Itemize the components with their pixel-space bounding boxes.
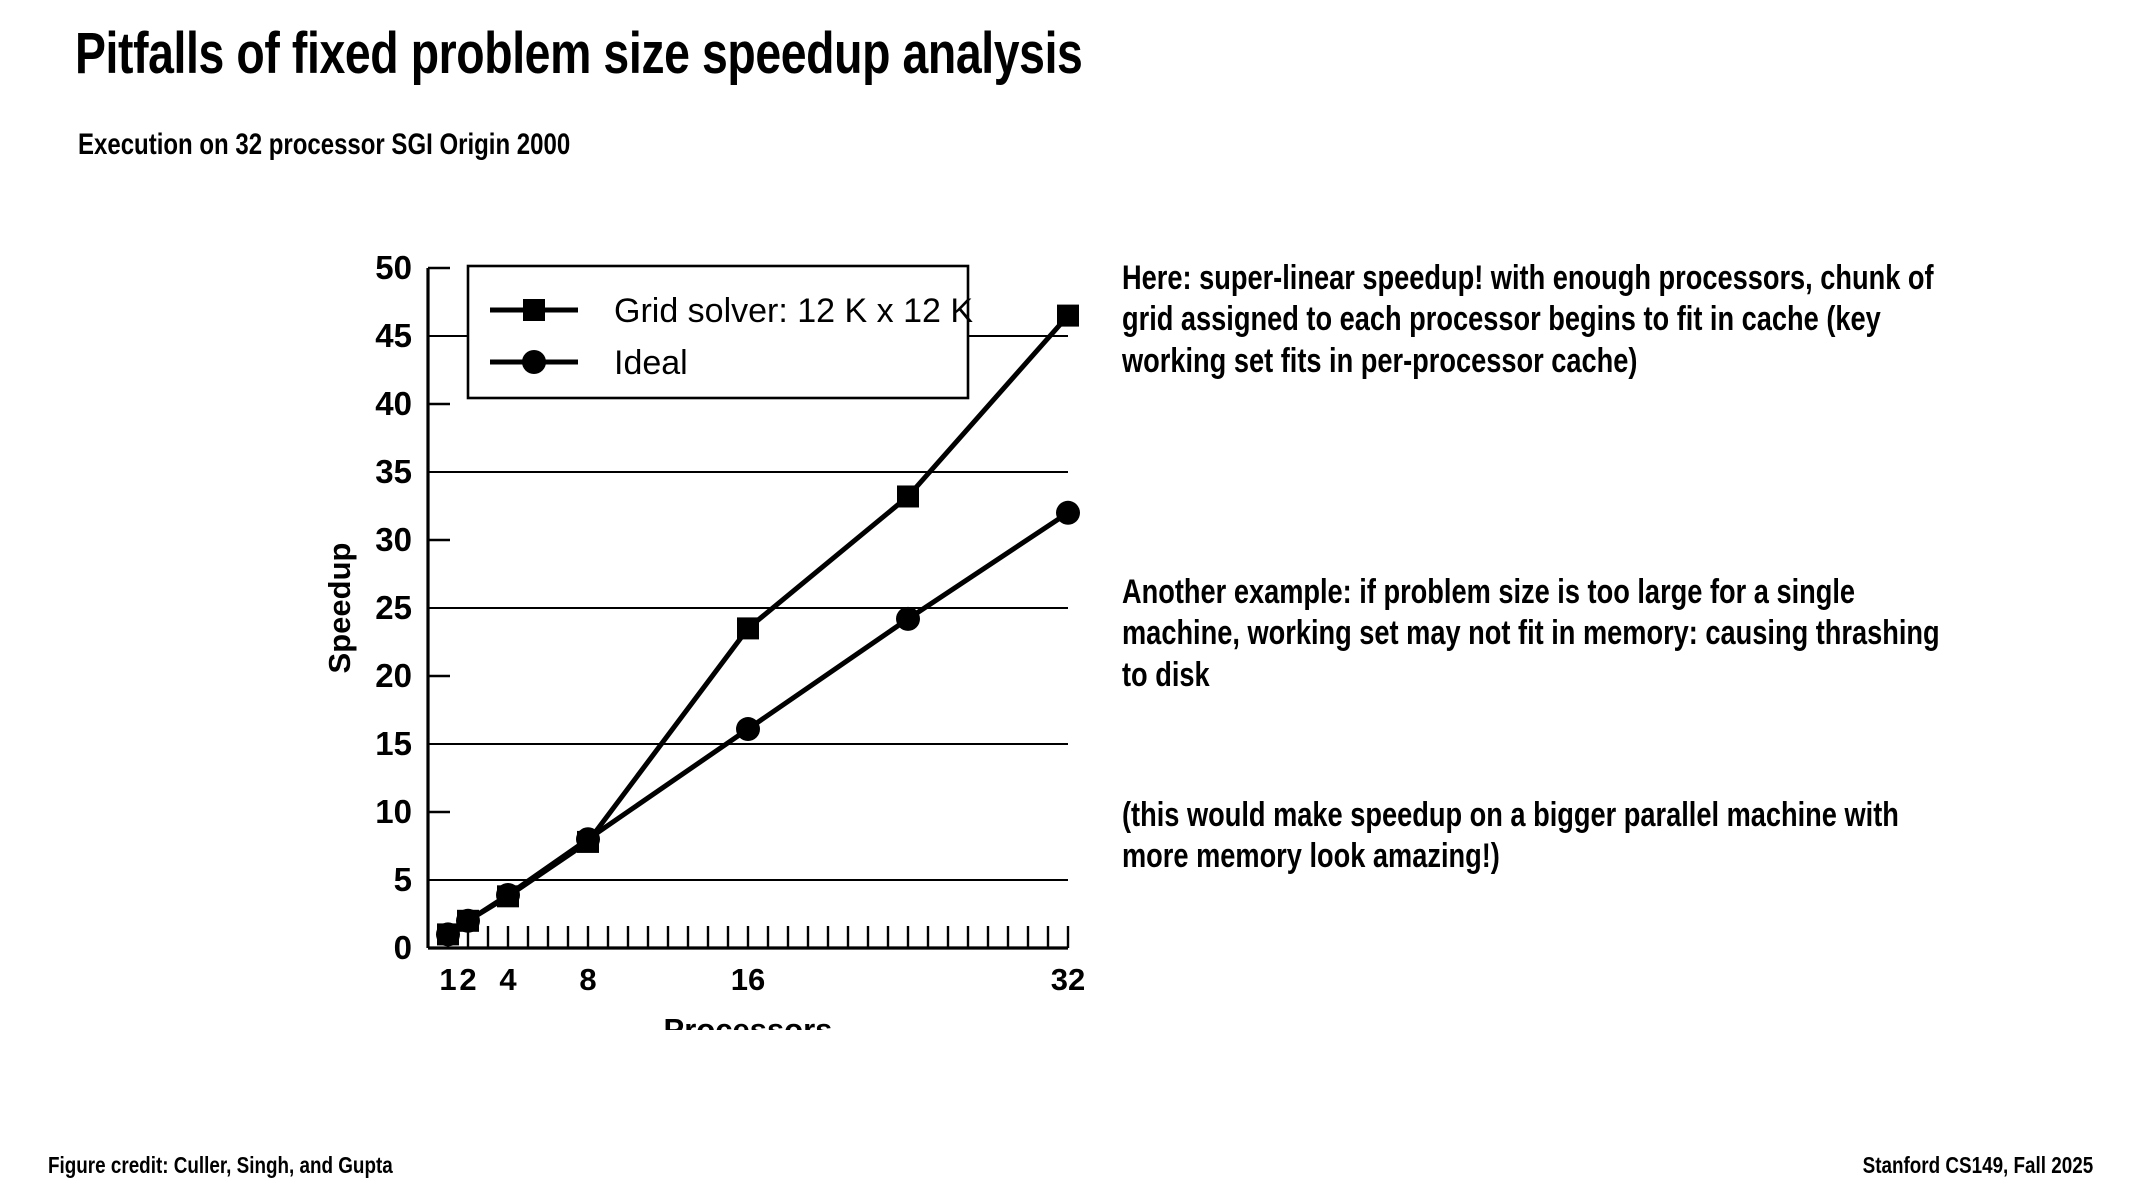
legend-marker xyxy=(522,350,546,374)
page-title: Pitfalls of fixed problem size speedup a… xyxy=(75,21,1083,86)
legend-marker xyxy=(523,299,545,321)
x-axis-title: Processors xyxy=(664,1012,833,1030)
page-subtitle: Execution on 32 processor SGI Origin 200… xyxy=(78,128,571,161)
y-tick-label: 15 xyxy=(375,725,412,762)
figure-credit: Figure credit: Culler, Singh, and Gupta xyxy=(48,1152,393,1178)
y-tick-label: 30 xyxy=(375,521,412,558)
y-tick-label: 35 xyxy=(375,453,412,490)
legend-label: Ideal xyxy=(614,344,688,382)
chart-tick-labels: 0 5 10 15 20 25 30 35 40 45 50 1 2 4 8 16 32 xyxy=(375,249,1085,997)
note-bigger-machine: (this would make speedup on a bigger par… xyxy=(1122,796,1899,876)
chart-svg: 0 5 10 15 20 25 30 35 40 45 50 1 2 4 8 16 32 Grid solver… xyxy=(322,249,1085,1030)
data-point-marker xyxy=(736,717,760,742)
data-point-marker xyxy=(436,922,460,947)
data-point-marker xyxy=(897,485,919,508)
chart-axis-titles: Processors Speedup xyxy=(322,543,832,1030)
course-footer: Stanford CS149, Fall 2025 xyxy=(1862,1152,2093,1178)
speedup-chart: 0 5 10 15 20 25 30 35 40 45 50 1 2 4 8 16 32 Grid solver… xyxy=(300,230,1100,1030)
x-tick-label: 4 xyxy=(499,962,517,997)
y-tick-label: 45 xyxy=(375,317,412,354)
data-point-marker xyxy=(496,882,520,907)
data-point-marker xyxy=(1057,304,1079,327)
y-tick-label: 25 xyxy=(375,589,412,626)
data-point-marker xyxy=(737,617,759,640)
y-tick-label: 10 xyxy=(375,793,412,830)
data-point-marker xyxy=(576,827,600,852)
y-tick-label: 0 xyxy=(394,929,412,966)
y-tick-label: 20 xyxy=(375,657,412,694)
y-tick-label: 50 xyxy=(375,249,412,286)
note-superlinear-speedup: Here: super-linear speedup! with enough … xyxy=(1122,259,1934,380)
x-tick-label: 16 xyxy=(731,962,765,997)
y-tick-label: 5 xyxy=(394,861,412,898)
chart-series xyxy=(436,304,1080,947)
y-axis-title: Speedup xyxy=(322,543,357,674)
y-tick-label: 40 xyxy=(375,385,412,422)
data-point-marker xyxy=(1056,500,1080,525)
x-tick-label: 2 xyxy=(459,962,476,997)
legend-label: Grid solver: 12 K x 12 K xyxy=(614,292,973,330)
x-tick-label: 32 xyxy=(1051,962,1085,997)
x-tick-label: 1 xyxy=(439,962,456,997)
legend-box xyxy=(466,264,970,400)
data-point-marker xyxy=(896,606,920,631)
note-memory-thrashing: Another example: if problem size is too … xyxy=(1122,573,1940,694)
x-tick-label: 8 xyxy=(579,962,596,997)
data-point-marker xyxy=(456,908,480,933)
chart-gridlines xyxy=(428,335,1068,881)
chart-legend: Grid solver: 12 K x 12 K Ideal xyxy=(466,264,973,400)
